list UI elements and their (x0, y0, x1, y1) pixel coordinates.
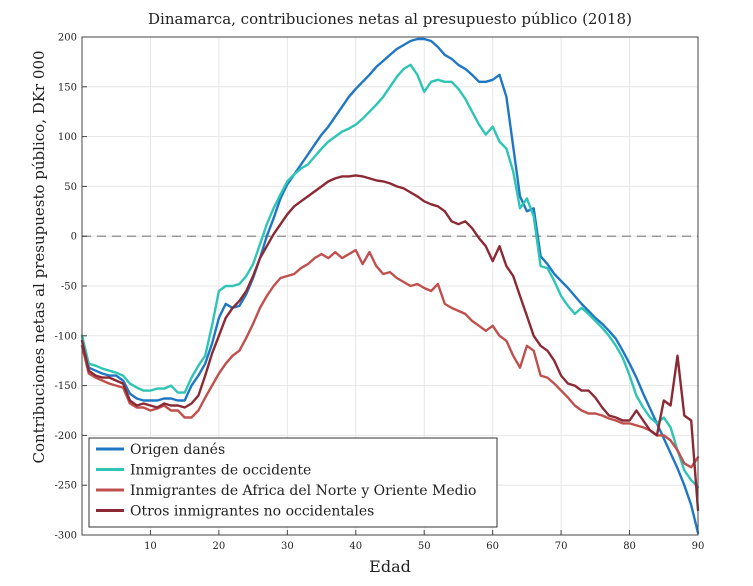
series-line-3 (80, 248, 700, 469)
y-tick-label: 200 (58, 33, 77, 44)
y-tick-label: -50 (61, 282, 77, 293)
x-tick-label: 30 (281, 541, 294, 552)
y-axis-ticks: 200 150 100 50 0 -50 -100 -150 -200 -250 -300 (55, 33, 87, 542)
x-tick-label: 70 (555, 541, 568, 552)
legend-label: Origen danés (130, 442, 225, 458)
legend: Origen danés Inmigrantes de occidente Inmi… (88, 437, 498, 528)
legend-label: Inmigrantes de occidente (130, 463, 311, 479)
x-tick-label: 80 (623, 541, 636, 552)
x-tick-label: 10 (144, 541, 157, 552)
x-tick-label: 20 (213, 541, 226, 552)
x-axis-label: Edad (369, 557, 411, 576)
y-tick-label: -300 (55, 531, 77, 542)
x-tick-label: 90 (692, 541, 705, 552)
legend-items: Origen danés Inmigrantes de occidente Inmi… (96, 442, 476, 520)
y-tick-label: -200 (55, 431, 77, 442)
y-tick-label: -150 (55, 381, 77, 392)
series-line-4 (80, 174, 700, 512)
series-lines (80, 37, 700, 535)
legend-box (88, 437, 498, 528)
y-tick-label: 50 (64, 182, 77, 193)
series-line-1 (80, 37, 700, 535)
x-tick-label: 40 (349, 541, 362, 552)
x-tick-label: 60 (486, 541, 499, 552)
chart-title: Dinamarca, contribuciones netas al presu… (148, 10, 632, 28)
y-tick-label: 100 (58, 132, 77, 143)
y-tick-label: 150 (58, 82, 77, 93)
x-tick-label: 50 (418, 541, 431, 552)
y-tick-label: 0 (71, 232, 77, 243)
y-tick-label: -250 (55, 481, 77, 492)
series-line-2 (80, 63, 700, 489)
y-axis-label: Contribuciones netas al presupuesto públ… (30, 50, 48, 463)
legend-label: Otros inmigrantes no occidentales (130, 504, 374, 520)
legend-label: Inmigrantes de Africa del Norte y Orient… (130, 483, 476, 499)
x-axis-ticks: 10 20 30 40 50 60 70 80 90 (144, 530, 704, 552)
y-tick-label: -100 (55, 331, 77, 342)
